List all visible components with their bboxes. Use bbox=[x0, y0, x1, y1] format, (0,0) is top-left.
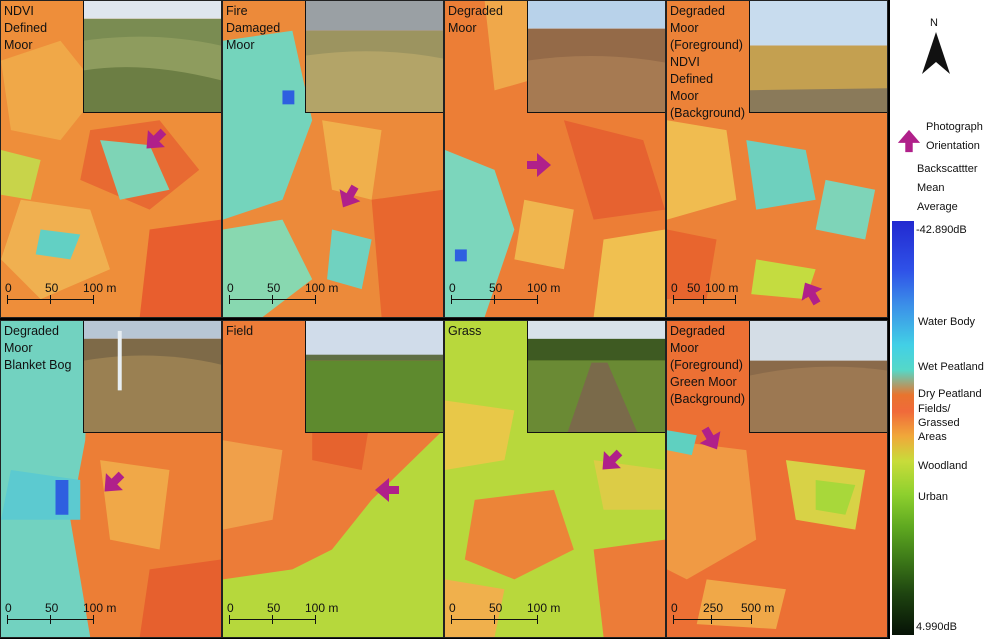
photo-orientation-arrow-icon bbox=[375, 478, 399, 502]
scale-label-mid: 50 bbox=[267, 601, 281, 615]
scale-bar: 0 50 100 m bbox=[449, 281, 569, 311]
scale-label-mid: 50 bbox=[489, 281, 503, 295]
scale-label-end: 100 m bbox=[305, 281, 339, 295]
class-urban: Urban bbox=[918, 491, 948, 503]
scale-label-mid: 250 bbox=[703, 601, 724, 615]
backscatter-title: Backscattter Mean Average bbox=[917, 163, 978, 213]
scale-label-0: 0 bbox=[671, 601, 678, 615]
site-photograph bbox=[83, 321, 221, 433]
scale-label-end: 100 m bbox=[527, 281, 561, 295]
scale-label-end: 100 m bbox=[83, 281, 117, 295]
site-photograph bbox=[527, 1, 665, 113]
scale-label-mid: 50 bbox=[267, 281, 281, 295]
scale-label-0: 0 bbox=[227, 281, 234, 295]
scale-label-0: 0 bbox=[449, 281, 456, 295]
north-label: N bbox=[930, 17, 938, 29]
site-photograph bbox=[83, 1, 221, 113]
scale-label-end: 100 m bbox=[527, 601, 561, 615]
legend: N Photograph Orientation Backscattter Me… bbox=[890, 0, 1000, 639]
scale-label-end: 500 m bbox=[741, 601, 775, 615]
panel-title: NDVI Defined Moor bbox=[4, 4, 48, 52]
photo-orientation-arrow-icon bbox=[146, 128, 167, 149]
backscatter-colorbar bbox=[892, 221, 914, 635]
scale-label-end: 100 m bbox=[705, 281, 739, 295]
panel-fire-damaged-moor: Fire Damaged Moor 0 50 100 m bbox=[222, 0, 444, 318]
class-dry-peatland: Dry Peatland bbox=[918, 388, 982, 400]
class-wet-peatland: Wet Peatland bbox=[918, 361, 984, 373]
north-arrow-icon bbox=[922, 32, 950, 74]
photo-orientation-arrow-icon bbox=[104, 471, 125, 492]
panel-title: Field bbox=[226, 324, 254, 338]
class-water-body: Water Body bbox=[918, 316, 976, 328]
site-photograph bbox=[305, 1, 443, 113]
photo-orientation-label: Photograph Orientation bbox=[926, 121, 983, 152]
panel-degraded-moor: Degraded Moor 0 50 100 m bbox=[444, 0, 666, 318]
panel-field: Field 0 50 100 m bbox=[222, 320, 444, 638]
scale-bar: 0 50 100 m bbox=[5, 601, 125, 631]
site-photograph bbox=[305, 321, 443, 433]
scale-bar: 0 50 100 m bbox=[671, 281, 791, 311]
scale-bar: 0 50 100 m bbox=[5, 281, 125, 311]
panel-degraded-foreground-green-background: Degraded Moor (Foreground) Green Moor (B… bbox=[666, 320, 888, 638]
scale-bar: 0 50 100 m bbox=[449, 601, 569, 631]
panel-title: Degraded Moor (Foreground) Green Moor (B… bbox=[670, 324, 746, 406]
panel-title: Grass bbox=[448, 324, 482, 338]
colorbar-min-label: 4.990dB bbox=[916, 621, 957, 633]
scale-label-mid: 50 bbox=[45, 281, 59, 295]
photo-orientation-arrow-icon bbox=[339, 184, 361, 208]
scale-bar: 0 50 100 m bbox=[227, 281, 347, 311]
scale-label-0: 0 bbox=[671, 281, 678, 295]
scale-label-end: 100 m bbox=[305, 601, 339, 615]
panel-grass: Grass 0 50 100 m bbox=[444, 320, 666, 638]
scale-bar: 0 250 500 m bbox=[671, 601, 791, 631]
panel-degraded-foreground-ndvi-background: Degraded Moor (Foreground) NDVI Defined … bbox=[666, 0, 888, 318]
scale-label-mid: 50 bbox=[45, 601, 59, 615]
map-grid: NDVI Defined Moor 0 50 100 m bbox=[0, 0, 890, 639]
class-fields-grassed: Fields/ Grassed Areas bbox=[918, 403, 960, 443]
site-photograph bbox=[749, 321, 887, 433]
scale-label-mid: 50 bbox=[687, 281, 701, 295]
photo-orientation-arrow-icon bbox=[801, 282, 823, 306]
photo-orientation-arrow-icon bbox=[602, 449, 623, 470]
site-photograph bbox=[749, 1, 887, 113]
photo-orientation-arrow-icon bbox=[699, 426, 721, 450]
panel-title: Degraded Moor (Foreground) NDVI Defined … bbox=[670, 4, 746, 120]
scale-label-0: 0 bbox=[227, 601, 234, 615]
colorbar-max-label: -42.890dB bbox=[916, 224, 967, 236]
photo-orientation-arrow-icon bbox=[527, 153, 551, 177]
scale-label-0: 0 bbox=[5, 281, 12, 295]
panel-ndvi-defined-moor: NDVI Defined Moor 0 50 100 m bbox=[0, 0, 222, 318]
class-woodland: Woodland bbox=[918, 460, 968, 472]
scale-label-0: 0 bbox=[449, 601, 456, 615]
site-photograph bbox=[527, 321, 665, 433]
panel-title: Degraded Moor Blanket Bog bbox=[4, 324, 72, 372]
panel-title: Degraded Moor bbox=[448, 4, 503, 35]
panel-degraded-moor-blanket-bog: Degraded Moor Blanket Bog 0 50 100 m bbox=[0, 320, 222, 638]
scale-label-0: 0 bbox=[5, 601, 12, 615]
scale-bar: 0 50 100 m bbox=[227, 601, 347, 631]
panel-title: Fire Damaged Moor bbox=[226, 4, 281, 52]
scale-label-end: 100 m bbox=[83, 601, 117, 615]
photo-orientation-legend-icon bbox=[897, 129, 921, 153]
scale-label-mid: 50 bbox=[489, 601, 503, 615]
